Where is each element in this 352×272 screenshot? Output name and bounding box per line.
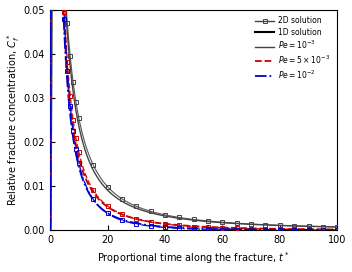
Y-axis label: Relative fracture concentration, $C_f^*$: Relative fracture concentration, $C_f^*$ <box>6 34 23 206</box>
Legend: 2D solution, 1D solution, $Pe = 10^{-3}$, $Pe = 5\times10^{-3}$, $Pe = 10^{-2}$: 2D solution, 1D solution, $Pe = 10^{-3}$… <box>252 13 333 84</box>
X-axis label: Proportional time along the fracture, $t^*$: Proportional time along the fracture, $t… <box>97 251 290 267</box>
